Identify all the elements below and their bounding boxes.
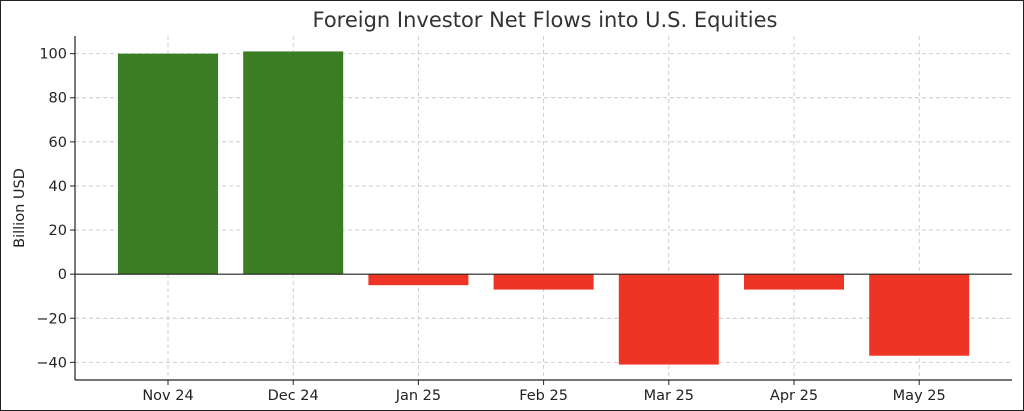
x-tick-label: Dec 24 (268, 388, 319, 404)
y-tick-label: 100 (39, 47, 67, 63)
y-tick-label: 80 (49, 91, 67, 107)
x-tick-label: Mar 25 (644, 388, 694, 404)
y-tick-label: 60 (49, 135, 67, 151)
y-tick-label: 0 (58, 267, 67, 283)
x-tick-label: Feb 25 (519, 388, 568, 404)
y-tick-label: −20 (36, 311, 67, 327)
y-tick-label: 20 (49, 223, 67, 239)
bar-feb-25 (493, 274, 594, 290)
chart-title: Foreign Investor Net Flows into U.S. Equ… (313, 8, 778, 32)
y-tick-label: −40 (36, 355, 67, 371)
axis-layer: −40 −20 0 20 40 60 80 100 Nov 24 Dec 24 Jan 25 Feb … (36, 36, 1012, 404)
bar-may-25 (869, 274, 970, 356)
y-axis-label: Billion USD (12, 168, 28, 248)
bar-mar-25 (618, 274, 719, 365)
x-tick-label: May 25 (893, 388, 946, 404)
bar-nov-24 (118, 53, 218, 275)
bar-dec-24 (243, 51, 344, 275)
y-tick-label: 40 (49, 179, 67, 195)
x-tick-label: Jan 25 (395, 388, 441, 404)
bar-layer (118, 51, 970, 365)
bar-jan-25 (368, 274, 469, 286)
bar-apr-25 (744, 274, 844, 290)
x-tick-label: Apr 25 (770, 388, 818, 404)
x-tick-label: Nov 24 (142, 388, 193, 404)
